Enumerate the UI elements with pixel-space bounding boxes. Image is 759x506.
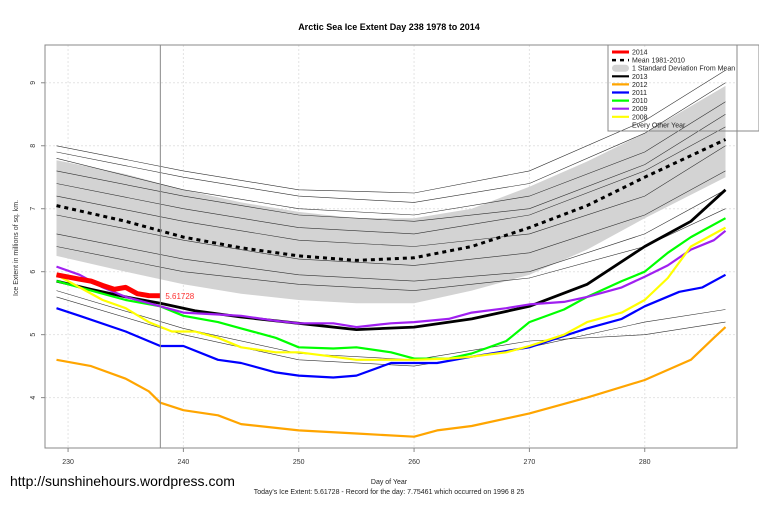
- legend-label: 1 Standard Deviation From Mean: [632, 66, 735, 73]
- other-year-line: [56, 126, 726, 235]
- x-axis-label: Day of Year: [371, 479, 408, 486]
- other-year-line: [56, 114, 726, 222]
- mean-line-group: [56, 138, 727, 262]
- legend-label: 2012: [632, 82, 648, 89]
- y-tick-label: 9: [30, 81, 37, 85]
- axis-ticks: 230 240 250 260 270 280 4 5 6 7 8 9: [30, 81, 651, 466]
- y-tick-label: 6: [30, 270, 37, 274]
- mean-line: [56, 138, 727, 262]
- watermark-url: http://sunshinehours.wordpress.com: [10, 473, 235, 489]
- other-year-line: [56, 189, 726, 282]
- series-line-2014: [56, 272, 161, 299]
- other-year-line: [56, 101, 726, 216]
- y-tick-label: 4: [30, 396, 37, 400]
- legend-label: 2009: [632, 106, 648, 113]
- year-series: [55, 188, 727, 438]
- legend-label: 2011: [632, 90, 647, 97]
- legend-label: 2008: [632, 114, 648, 121]
- chart-title: Arctic Sea Ice Extent Day 238 1978 to 20…: [298, 22, 480, 32]
- chart-subtitle: Today's Ice Extent: 5.61728 - Record for…: [254, 489, 525, 496]
- x-tick-label: 260: [408, 459, 420, 466]
- x-tick-label: 280: [639, 459, 651, 466]
- legend-label: 2014: [632, 50, 648, 57]
- other-year-line: [56, 170, 726, 266]
- x-tick-label: 240: [178, 459, 190, 466]
- x-tick-label: 230: [62, 459, 74, 466]
- plot-frame: [44, 44, 738, 449]
- legend-box: [607, 44, 759, 132]
- series-line-2010: [56, 217, 727, 360]
- other-year-line: [56, 69, 726, 194]
- legend-swatch: [612, 64, 629, 72]
- sd-band: [56, 85, 726, 304]
- legend-label: 2010: [632, 98, 648, 105]
- sd-band-area: [56, 85, 726, 304]
- series-line-2009: [56, 229, 727, 329]
- x-tick-label: 250: [293, 459, 305, 466]
- legend-label: Mean 1981-2010: [632, 58, 685, 65]
- y-tick-label: 7: [30, 207, 37, 211]
- other-year-line: [56, 145, 726, 247]
- legend-label: 2013: [632, 74, 648, 81]
- legend-label: Every Other Year: [632, 122, 686, 129]
- y-tick-label: 8: [30, 144, 37, 148]
- other-year-line: [56, 82, 726, 203]
- current-value-label: 5.61728: [165, 292, 194, 301]
- series-line-2008: [55, 226, 727, 361]
- series-line-2011: [56, 273, 727, 379]
- y-axis-label: Ice Extent in millions of sq. km.: [13, 200, 20, 296]
- other-year-line: [56, 296, 726, 367]
- x-tick-label: 270: [524, 459, 536, 466]
- y-tick-label: 5: [30, 333, 37, 337]
- series-line-2012: [56, 326, 727, 438]
